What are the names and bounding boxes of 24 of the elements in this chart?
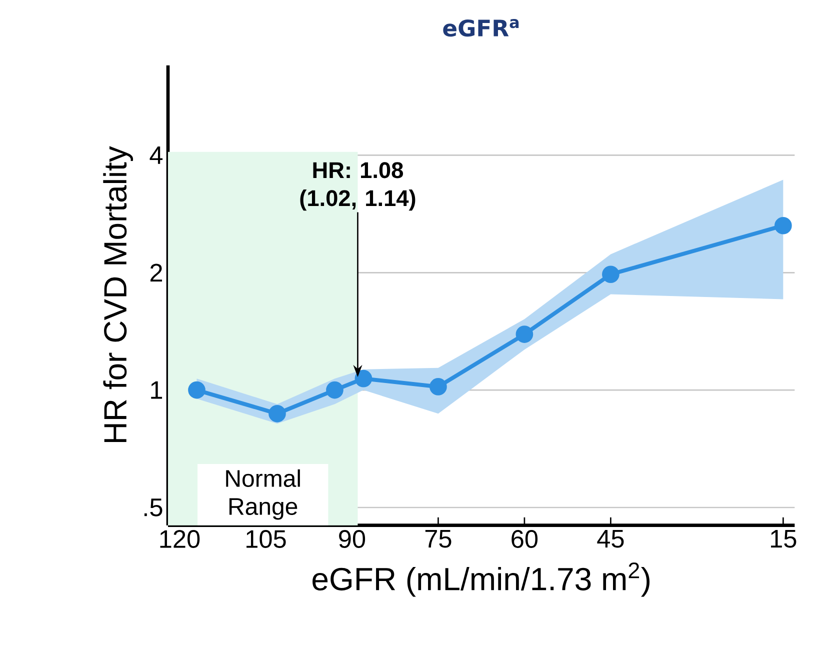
x-tick-label: 75 — [425, 530, 452, 548]
x-tick-label: 60 — [512, 530, 538, 548]
y-tick-label: 2 — [150, 264, 162, 282]
y-tick-label: 4 — [150, 146, 163, 164]
x-tick-label: 15 — [771, 530, 796, 548]
point — [188, 381, 206, 399]
point — [354, 370, 372, 388]
band-label: Normal Range — [226, 469, 300, 520]
x-tick-label: 120 — [160, 530, 200, 548]
x-tick-label: 105 — [246, 530, 286, 548]
point — [430, 378, 447, 396]
point — [326, 381, 344, 399]
x-tick-label: 90 — [339, 530, 366, 548]
chart-title: eGFR$^{a}$ — [443, 19, 519, 37]
point — [268, 404, 286, 422]
x-tick-label: 45 — [597, 530, 624, 548]
y-tick-label: .5 — [144, 498, 162, 516]
point — [774, 216, 792, 234]
annotation: HR: 1.08 (1.02, 1.14) — [300, 162, 416, 211]
point — [516, 326, 534, 343]
x-axis-title: eGFR (mL/min/1.73 m$^{2}$) — [312, 562, 650, 597]
y-tick-label: 1 — [151, 381, 162, 399]
y-axis-title: HR for CVD Mortality — [103, 146, 134, 442]
point — [602, 266, 620, 284]
